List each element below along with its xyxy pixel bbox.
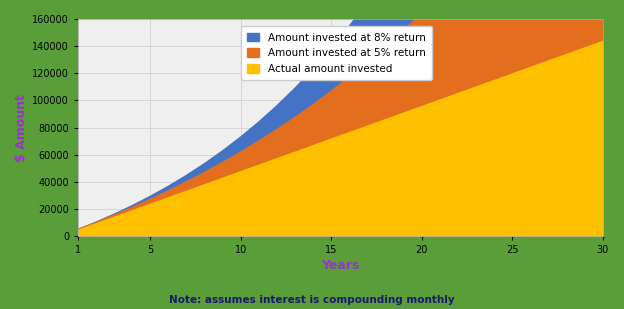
Legend: Amount invested at 8% return, Amount invested at 5% return, Actual amount invest: Amount invested at 8% return, Amount inv…: [241, 26, 432, 80]
Text: Note: assumes interest is compounding monthly: Note: assumes interest is compounding mo…: [169, 295, 455, 305]
Y-axis label: $ Amount: $ Amount: [15, 94, 28, 162]
X-axis label: Years: Years: [321, 259, 359, 272]
